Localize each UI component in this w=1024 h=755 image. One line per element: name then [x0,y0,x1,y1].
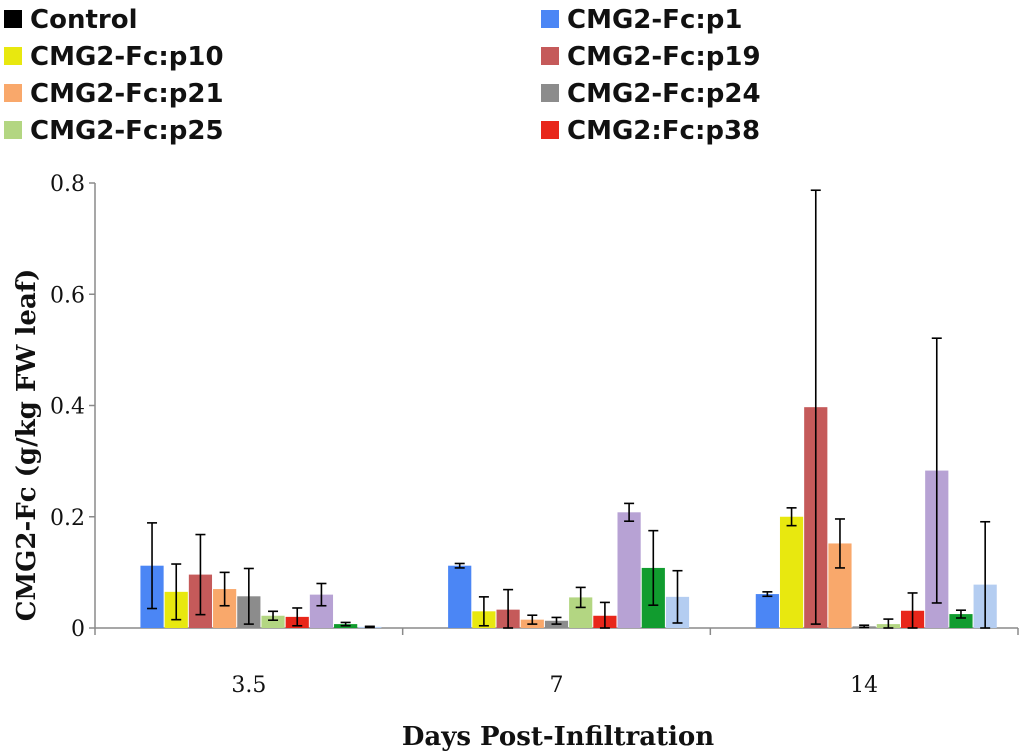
error-bar [883,618,894,629]
y-ticks: 0 0.2 0.4 0.6 0.8 [50,172,95,642]
bar [309,594,334,628]
x-axis-title: Days Post-Infiltration [402,722,714,752]
bar [261,615,285,628]
legend-item: CMG2-Fc:p24 [541,79,761,109]
legend-item: CMG2-Fc:p1 [541,5,742,35]
x-tick-label: 3.5 [231,673,266,698]
error-bar [931,337,942,604]
legend-label: CMG2:Fc:p38 [567,116,760,146]
error-bar [195,533,206,616]
legend-item: CMG2-Fc:p21 [4,79,224,109]
error-bar [599,601,610,629]
y-tick-label: 0.4 [50,395,85,420]
legend-item: Control [4,5,137,35]
bar [828,543,852,628]
legend-swatch [541,47,559,65]
error-bar [316,582,327,607]
legend-label: CMG2-Fc:p19 [567,42,761,72]
legend-swatch [541,84,559,102]
bar [949,614,973,628]
bar [617,512,641,628]
error-bar [454,562,465,569]
y-tick-label: 0.6 [50,283,85,308]
error-bar [268,610,279,622]
error-bar [503,588,514,629]
legend-swatch [4,84,22,102]
error-bar [786,507,797,527]
error-bar [243,567,254,625]
legend-item: CMG2-Fc:p25 [4,116,224,146]
bar [779,516,804,628]
error-bar [980,520,991,629]
error-bar [859,624,870,629]
error-bar [955,609,966,619]
legend-swatch [541,10,559,28]
error-bar [648,529,659,606]
legend-label: CMG2-Fc:p21 [30,79,224,109]
legend-item: CMG2-Fc:p10 [4,42,224,72]
error-bar [340,621,351,627]
bar [213,589,237,628]
legend: Control CMG2-Fc:p1 CMG2-Fc:p10 CMG2-Fc:p19 C… [4,5,761,146]
axes [94,183,1018,629]
x-tick-label: 7 [550,673,564,698]
legend-item: CMG2-Fc:p19 [541,42,761,72]
bar [755,594,779,628]
legend-label: Control [30,5,137,35]
error-bar [171,563,182,621]
error-bar [292,607,303,627]
bars [140,407,997,628]
error-bar [810,189,821,625]
legend-swatch [4,47,22,65]
error-bar [219,571,230,607]
legend-item: CMG2:Fc:p38 [541,116,760,146]
error-bar [364,625,375,629]
error-bar [907,592,918,629]
y-tick-label: 0 [71,617,85,642]
legend-label: CMG2-Fc:p25 [30,116,224,146]
error-bar [575,586,586,609]
error-bar [834,518,845,569]
y-axis-title: CMG2-Fc (g/kg FW leaf) [12,269,42,622]
legend-label: CMG2-Fc:p24 [567,79,761,109]
bar [569,597,593,628]
error-bar [762,591,773,598]
error-bar [551,616,562,625]
x-ticks: 3.5 7 14 [94,628,1019,698]
legend-swatch [541,121,559,139]
error-bar [147,522,158,610]
legend-label: CMG2-Fc:p1 [567,5,742,35]
error-bars [147,189,991,629]
legend-label: CMG2-Fc:p10 [30,42,224,72]
error-bar [672,569,683,624]
legend-swatch [4,121,22,139]
bar [448,565,472,628]
x-tick-label: 14 [850,673,878,698]
y-tick-label: 0.2 [50,506,85,531]
error-bar [624,502,635,523]
y-tick-label: 0.8 [50,172,85,197]
legend-swatch [4,10,22,28]
error-bar [527,614,538,625]
error-bar [478,596,489,627]
